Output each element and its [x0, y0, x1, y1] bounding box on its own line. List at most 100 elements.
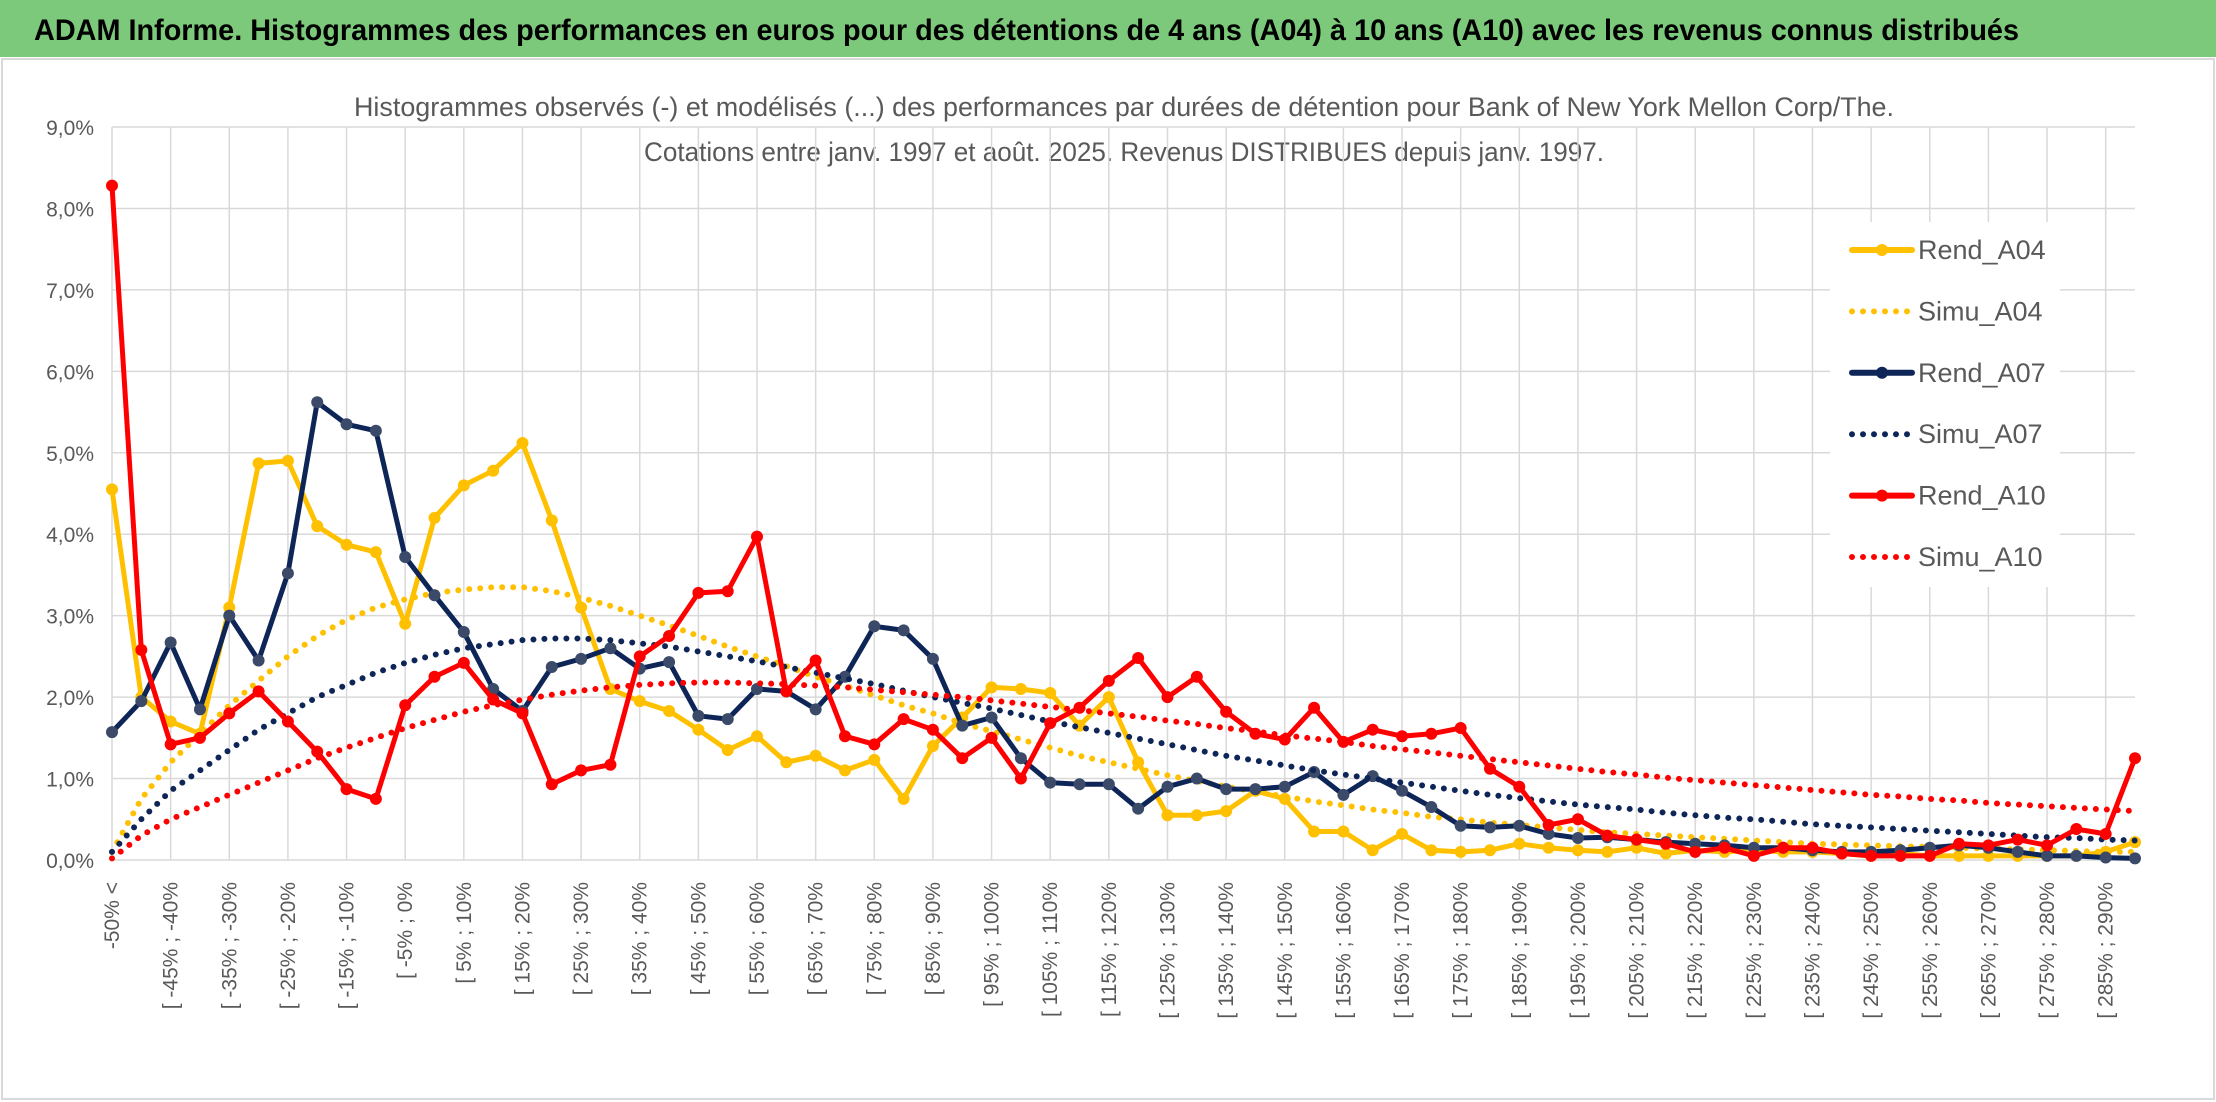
marker [1483, 821, 1496, 834]
x-tick-label: [ -45% ; -40% [160, 882, 183, 1009]
marker [692, 723, 705, 736]
x-tick-label: [ 265% ; 270% [1977, 882, 2000, 1019]
marker [1366, 844, 1379, 857]
x-tick-label: [ -35% ; -30% [218, 882, 241, 1009]
marker [1190, 670, 1203, 683]
legend-marker [1876, 489, 1888, 502]
marker [311, 745, 324, 758]
marker [780, 756, 793, 769]
marker [1659, 837, 1672, 850]
marker [1044, 687, 1057, 700]
x-tick-label: -50% < [101, 882, 124, 949]
marker [1601, 845, 1614, 858]
marker [751, 730, 764, 743]
marker [1953, 849, 1966, 862]
marker [1278, 780, 1291, 793]
marker [1718, 841, 1731, 854]
marker [751, 530, 764, 543]
marker [1747, 849, 1760, 862]
x-tick-label: [ 175% ; 180% [1450, 882, 1473, 1019]
x-tick-label: [ 95% ; 100% [981, 882, 1004, 1007]
marker [1777, 841, 1790, 854]
marker [633, 650, 646, 663]
marker [106, 726, 118, 739]
marker [1220, 783, 1233, 796]
marker [252, 457, 265, 470]
marker [575, 601, 588, 614]
marker [956, 719, 969, 732]
marker [1044, 776, 1057, 789]
marker [399, 699, 412, 712]
marker [985, 731, 998, 744]
marker [516, 707, 529, 720]
marker [897, 713, 910, 726]
marker [2129, 852, 2141, 865]
marker [1102, 778, 1115, 791]
y-tick-label: 6,0% [46, 361, 94, 384]
y-tick-label: 2,0% [46, 687, 94, 710]
marker [985, 681, 998, 694]
marker [252, 685, 265, 698]
y-tick-label: 9,0% [46, 117, 94, 140]
marker [164, 738, 177, 751]
marker [545, 660, 558, 673]
legend-label: Simu_A04 [1918, 296, 2043, 326]
marker [575, 764, 588, 777]
marker [1366, 723, 1379, 736]
marker [1161, 780, 1174, 793]
x-tick-label: [ 35% ; 40% [629, 882, 652, 995]
marker [1982, 839, 1995, 852]
marker [369, 546, 382, 559]
x-tick-label: [ 275% ; 280% [2036, 882, 2059, 1019]
marker [1659, 847, 1672, 860]
marker [663, 704, 676, 717]
x-tick-label: [ 255% ; 260% [1919, 882, 1942, 1019]
marker [311, 396, 324, 409]
x-tick-label: [ 75% ; 80% [863, 882, 886, 995]
marker [838, 730, 851, 743]
marker [340, 418, 353, 431]
x-tick-label: [ 235% ; 240% [1801, 882, 1824, 1019]
marker [281, 454, 294, 467]
marker [897, 792, 910, 805]
x-tick-label: [ 165% ; 170% [1391, 882, 1414, 1019]
marker [1249, 783, 1262, 796]
marker [193, 731, 206, 744]
marker [2011, 833, 2024, 846]
x-tick-label: [ 245% ; 250% [1860, 882, 1883, 1019]
marker [2041, 849, 2054, 862]
marker [1454, 845, 1467, 858]
marker [868, 738, 881, 751]
marker [1073, 778, 1086, 791]
x-tick-label: [ 205% ; 210% [1626, 882, 1649, 1019]
x-tick-label: [ 135% ; 140% [1215, 882, 1238, 1019]
marker [1513, 780, 1526, 793]
marker [604, 642, 617, 655]
marker [1014, 752, 1027, 765]
marker [1835, 847, 1848, 860]
marker [1161, 809, 1174, 822]
marker [106, 483, 118, 496]
x-tick-label: [ 85% ; 90% [922, 882, 945, 995]
marker [281, 715, 294, 728]
marker [1513, 819, 1526, 832]
marker [721, 585, 734, 598]
marker [428, 511, 441, 524]
marker [721, 744, 734, 757]
x-tick-label: [ 185% ; 190% [1508, 882, 1531, 1019]
marker [1953, 837, 1966, 850]
marker [164, 636, 177, 649]
marker [780, 685, 793, 698]
marker [340, 783, 353, 796]
marker [721, 713, 734, 726]
marker [457, 625, 470, 638]
marker [1014, 772, 1027, 785]
marker [399, 551, 412, 564]
marker [1425, 801, 1438, 814]
marker [2129, 752, 2141, 765]
marker [1308, 825, 1321, 838]
marker [809, 749, 822, 762]
marker [838, 764, 851, 777]
